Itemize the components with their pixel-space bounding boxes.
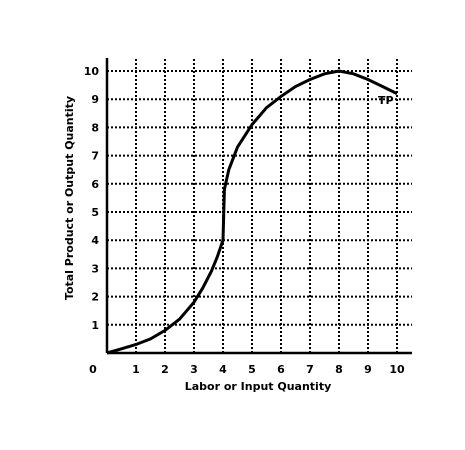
x-tick-label: 2 [161,363,169,376]
y-tick-label: 5 [91,206,99,219]
x-tick-label: 7 [306,363,314,376]
x-tick-label: 4 [219,363,227,376]
total-product-curve [106,69,398,355]
x-axis-title: Labor or Input Quantity [185,380,332,393]
x-tick-label: 5 [248,363,256,376]
y-tick-label: 3 [91,262,99,275]
y-tick-label: 1 [91,319,99,332]
x-tick-label: 3 [190,363,198,376]
y-tick-labels: 1 2 3 4 5 6 7 8 9 10 [84,65,100,332]
y-tick-label: 9 [91,93,99,106]
x-tick-label: 8 [335,363,343,376]
y-tick-label: 6 [91,178,99,191]
y-axis-title: Total Product or Output Quantity [63,96,76,300]
x-tick-label: 6 [277,363,285,376]
grid [107,58,412,353]
x-tick-label: 9 [364,363,372,376]
axes [105,58,412,355]
x-tick-label: 10 [389,363,405,376]
y-tick-label: 4 [91,234,99,247]
y-tick-label: 8 [91,121,99,134]
y-tick-label: 7 [91,150,99,163]
curve-label: TP [378,94,394,107]
x-tick-label: 0 [89,363,97,376]
y-tick-label: 10 [84,65,100,78]
y-tick-label: 2 [91,291,99,304]
x-tick-labels: 0 1 2 3 4 5 6 7 8 9 10 [89,363,405,376]
x-tick-label: 1 [132,363,140,376]
